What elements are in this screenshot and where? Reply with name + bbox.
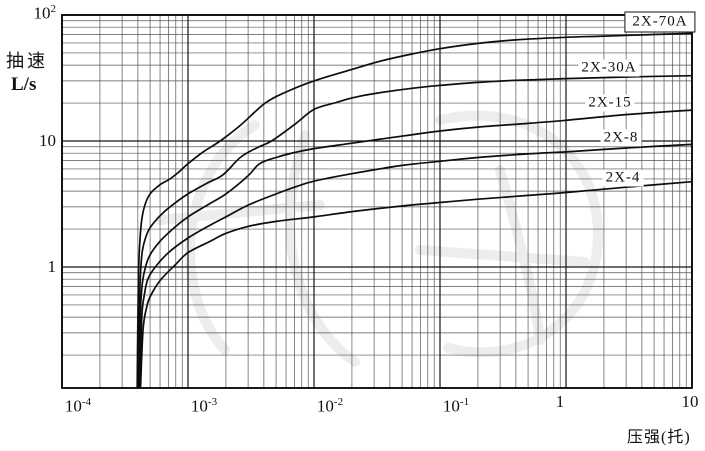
y-axis-title-line1: 抽速 [6,51,48,71]
curve-2x-30a [137,74,692,388]
curve-label-2x-70a: 2X-70A [624,11,696,33]
x-tick-label: 10-4 [64,396,92,416]
curves [136,32,692,388]
y-tick-label: 102 [33,3,57,23]
x-tick-label: 10-1 [442,396,470,416]
curve-label-2x-8: 2X-8 [600,129,642,147]
x-tick-label: 1 [555,392,565,411]
curve-label-2x-4: 2X-4 [602,169,644,187]
curve-label-2x-30a: 2X-30A [578,59,640,77]
watermark-shape [155,200,325,225]
y-tick-label: 10 [39,131,56,150]
x-tick-label: 10-2 [316,396,344,416]
curve-2x-4 [139,180,692,388]
plot-border [61,14,693,389]
curve-2x-70a [136,32,692,388]
y-tick-label: 1 [47,257,57,276]
curve-2x-15 [138,109,692,388]
y-axis-title-line2: L/s [11,74,37,95]
watermark-shape [435,110,604,358]
watermark-shape [415,245,590,267]
x-axis-title: 压强(托) [627,429,691,446]
x-tick-label: 10 [681,392,699,411]
curve-2x-8 [139,143,692,388]
watermark-shape [185,120,260,355]
curve-label-2x-15: 2X-15 [585,94,635,112]
x-tick-label: 10-3 [190,396,218,416]
